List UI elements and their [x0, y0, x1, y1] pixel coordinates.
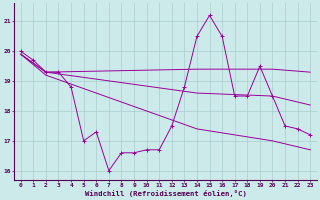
X-axis label: Windchill (Refroidissement éolien,°C): Windchill (Refroidissement éolien,°C)	[84, 190, 246, 197]
